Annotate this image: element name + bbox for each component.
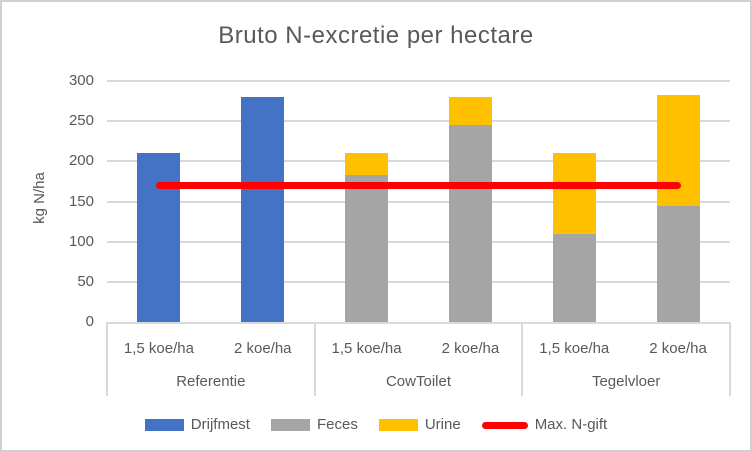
legend-swatch-urine bbox=[378, 419, 418, 431]
chart-title: Bruto N-excretie per hectare bbox=[218, 22, 534, 49]
legend-swatch-drijfmest bbox=[144, 419, 184, 431]
category-label: 1,5 koe/ha bbox=[331, 340, 402, 357]
gridline bbox=[107, 280, 730, 283]
y-tick-label: 100 bbox=[68, 232, 94, 250]
bar-segment-urine bbox=[448, 97, 492, 126]
category-label: 2 koe/ha bbox=[233, 340, 292, 357]
gridline bbox=[107, 80, 730, 82]
category-separator bbox=[521, 322, 524, 396]
bar-segment-feces bbox=[448, 125, 492, 322]
legend-item-drijfmest: Drijfmest bbox=[144, 411, 250, 439]
category-label: 2 koe/ha bbox=[441, 340, 500, 357]
bar-segment-drijfmest bbox=[241, 97, 285, 322]
category-separator bbox=[729, 322, 731, 396]
category-label: 1,5 koe/ha bbox=[123, 340, 194, 357]
y-tick-label: 300 bbox=[68, 72, 94, 89]
bar-segment-feces bbox=[552, 233, 596, 322]
y-tick-label: 150 bbox=[68, 192, 94, 210]
gridline bbox=[107, 240, 730, 243]
legend-line-marker-max-n-gift bbox=[481, 421, 528, 429]
reference-line bbox=[155, 181, 682, 189]
legend-label: Feces bbox=[316, 416, 358, 433]
y-tick-label: 50 bbox=[77, 272, 94, 290]
category-separator bbox=[106, 322, 108, 396]
y-tick-label: 200 bbox=[68, 152, 94, 170]
bar-segment-urine bbox=[656, 95, 700, 206]
legend-label: Drijfmest bbox=[190, 416, 250, 433]
bar-segment-feces bbox=[345, 174, 389, 322]
category-separator bbox=[313, 322, 316, 396]
legend-label: Max. N-gift bbox=[534, 416, 608, 433]
bar-segment-urine bbox=[552, 153, 596, 234]
legend: Drijfmest Feces Urine Max. N-gift bbox=[2, 411, 750, 439]
group-label: Tegelvloer bbox=[591, 373, 661, 390]
category-label: 1,5 koe/ha bbox=[539, 340, 610, 357]
legend-item-urine: Urine bbox=[378, 411, 461, 439]
category-label: 2 koe/ha bbox=[649, 340, 707, 357]
gridline bbox=[107, 200, 730, 203]
y-tick-label: 250 bbox=[68, 112, 94, 130]
category-axis-line bbox=[107, 322, 730, 324]
y-tick-label: 0 bbox=[85, 313, 94, 330]
bar-segment-drijfmest bbox=[137, 153, 181, 322]
legend-swatch-feces bbox=[270, 419, 310, 431]
legend-label: Urine bbox=[424, 416, 461, 433]
group-label: CowToilet bbox=[385, 373, 451, 390]
group-label: Referentie bbox=[176, 373, 246, 390]
legend-item-max-n-gift: Max. N-gift bbox=[481, 411, 608, 439]
legend-item-feces: Feces bbox=[270, 411, 358, 439]
bar-segment-feces bbox=[656, 205, 700, 322]
gridline bbox=[107, 160, 730, 163]
bar-segment-urine bbox=[345, 153, 389, 175]
gridline bbox=[107, 120, 730, 123]
